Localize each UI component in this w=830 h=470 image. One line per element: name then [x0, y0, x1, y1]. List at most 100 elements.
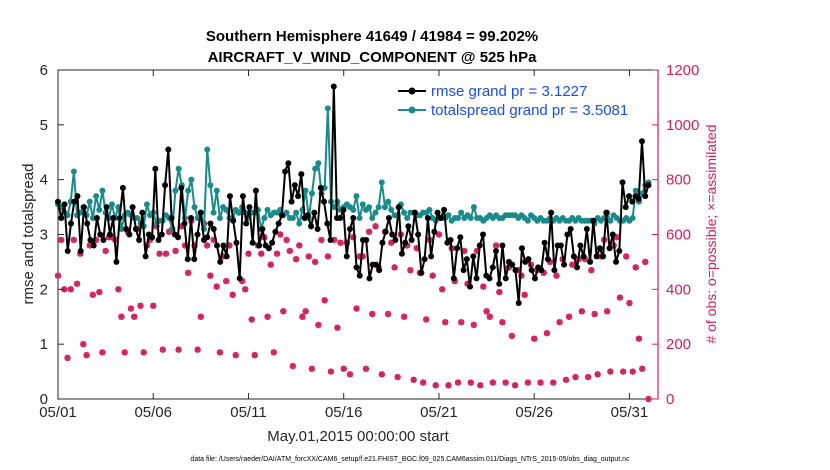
obs-star-stroke — [588, 267, 595, 273]
obs-assimilated-point — [470, 321, 478, 329]
obs-assimilated-point — [302, 308, 309, 315]
y-left-tick-label: 3 — [40, 227, 48, 244]
rmse-point — [67, 220, 74, 227]
x-tick-label: 05/06 — [134, 404, 172, 421]
obs-star-stroke — [80, 341, 87, 347]
obs-star-stroke — [540, 270, 547, 276]
rmse-point — [609, 231, 616, 238]
obs-assimilated-point — [207, 272, 214, 279]
obs-star-stroke — [137, 302, 144, 309]
rmse-point — [496, 280, 503, 287]
obs-star-stroke — [67, 286, 74, 293]
rmse-point — [593, 253, 600, 260]
obs-assimilated-point — [318, 236, 325, 244]
obs-assimilated-point — [213, 283, 220, 290]
obs-assimilated-point — [311, 258, 319, 266]
rmse-point — [587, 258, 594, 265]
rmse-point — [77, 247, 84, 254]
obs-star-stroke — [363, 366, 369, 372]
rmse-point — [155, 236, 162, 243]
obs-star-stroke — [372, 223, 379, 230]
rmse-point — [405, 223, 412, 230]
totalspread-point — [261, 215, 268, 222]
obs-assimilated-point — [530, 335, 538, 342]
y-axis-left-label: rmse and totalspread — [20, 164, 37, 305]
obs-star-stroke — [544, 330, 550, 337]
rmse-point — [64, 247, 71, 254]
y-left-tick-label: 0 — [40, 391, 48, 408]
obs-star-stroke — [286, 248, 293, 254]
rmse-point — [311, 209, 318, 216]
obs-assimilated-point — [508, 332, 516, 340]
totalspread-point — [204, 146, 211, 153]
obs-assimilated-point — [315, 321, 322, 329]
obs-assimilated-point — [258, 250, 265, 257]
obs-star-stroke — [486, 313, 493, 320]
obs-assimilated-point — [391, 264, 398, 271]
obs-star-stroke — [55, 272, 61, 279]
obs-assimilated-point — [197, 313, 205, 320]
rmse-point — [616, 247, 623, 254]
obs-star-stroke — [163, 250, 169, 257]
obs-assimilated-point — [442, 319, 449, 326]
obs-assimilated-point — [159, 346, 166, 353]
obs-star-stroke — [366, 228, 372, 235]
obs-assimilated-point — [394, 373, 401, 381]
obs-star-stroke — [566, 313, 572, 320]
rmse-point — [256, 242, 263, 249]
obs-assimilated-point — [432, 382, 439, 389]
obs-assimilated-point — [175, 346, 182, 353]
totalspread-point — [235, 209, 242, 216]
rmse-point — [473, 275, 480, 282]
obs-assimilated-point — [607, 368, 614, 375]
rmse-point — [415, 231, 422, 238]
obs-star-stroke — [470, 322, 477, 328]
totalspread-point — [445, 212, 452, 219]
obs-star-stroke — [531, 335, 538, 342]
obs-star-stroke — [585, 374, 591, 380]
x-tick-label: 05/01 — [39, 404, 77, 421]
rmse-point — [561, 261, 568, 268]
rmse-point — [512, 267, 519, 274]
rmse-point — [613, 258, 620, 265]
totalspread-point — [315, 160, 322, 167]
rmse-point — [431, 228, 438, 235]
rmse-point — [126, 231, 133, 238]
obs-assimilated-point — [521, 291, 528, 299]
obs-star-stroke — [96, 289, 103, 295]
obs-assimilated-point — [410, 376, 417, 384]
totalspread-point — [388, 206, 395, 213]
obs-assimilated-point — [270, 349, 278, 356]
obs-star-stroke — [385, 311, 391, 317]
rmse-point — [454, 245, 461, 252]
obs-assimilated-point — [438, 286, 446, 293]
obs-assimilated-point — [70, 236, 78, 244]
obs-star-stroke — [318, 237, 325, 243]
obs-assimilated-point — [184, 269, 192, 277]
obs-star-stroke — [140, 349, 147, 356]
totalspread-point — [296, 220, 303, 227]
rmse-point — [600, 253, 607, 260]
obs-assimilated-point — [277, 231, 284, 238]
x-tick-label: 05/21 — [420, 404, 458, 421]
rmse-point — [226, 193, 233, 200]
obs-assimilated-point — [565, 313, 573, 320]
obs-assimilated-point — [54, 272, 62, 279]
rmse-point — [476, 242, 483, 249]
rmse-point — [441, 206, 448, 213]
obs-assimilated-point — [248, 316, 255, 323]
x-tick-label: 05/16 — [325, 404, 363, 421]
totalspread-point — [372, 209, 379, 216]
rmse-point — [470, 253, 477, 260]
rmse-point — [492, 247, 499, 254]
y-left-tick-label: 2 — [40, 281, 48, 298]
obs-assimilated-point — [477, 382, 484, 389]
legend: rmse grand pr = 3.1227 totalspread grand… — [398, 83, 628, 119]
rmse-point — [116, 215, 123, 222]
rmse-point — [372, 261, 379, 268]
rmse-point — [515, 300, 522, 307]
rmse-point — [223, 253, 230, 260]
obs-assimilated-point — [299, 313, 306, 320]
obs-star-stroke — [150, 302, 157, 309]
legend-rmse-label: rmse grand pr = 3.1227 — [431, 83, 587, 100]
